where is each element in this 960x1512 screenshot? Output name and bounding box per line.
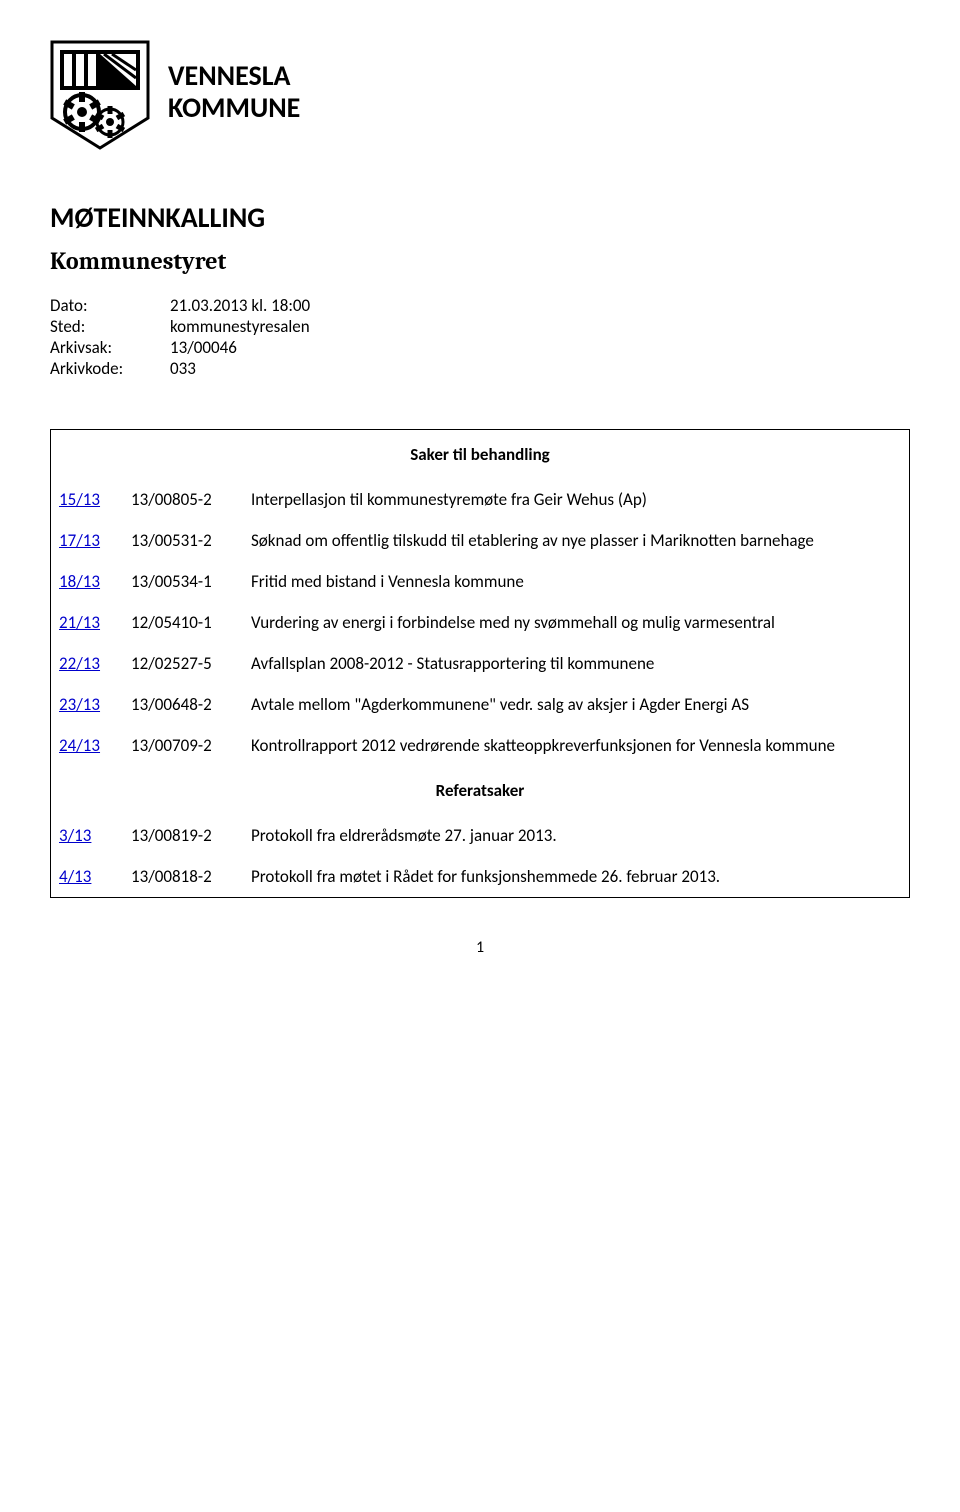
- meta-value-sted: kommunestyresalen: [170, 316, 310, 337]
- item-desc: Avfallsplan 2008-2012 - Statusrapporteri…: [243, 643, 909, 684]
- item-ref: 13/00534-1: [123, 561, 243, 602]
- meta-row: Sted: kommunestyresalen: [50, 316, 910, 337]
- table-row: 3/1313/00819-2Protokoll fra eldrerådsmøt…: [51, 815, 909, 856]
- meta-label-arkivsak: Arkivsak:: [50, 337, 170, 358]
- table-row: 24/1313/00709-2Kontrollrapport 2012 vedr…: [51, 725, 909, 766]
- items-table-main: 15/1313/00805-2Interpellasjon til kommun…: [51, 479, 909, 766]
- agenda-table: Saker til behandling 15/1313/00805-2Inte…: [50, 429, 910, 898]
- table-row: 23/1313/00648-2Avtale mellom "Agderkommu…: [51, 684, 909, 725]
- document-subtitle: Kommunestyret: [50, 247, 910, 275]
- item-desc: Interpellasjon til kommunestyremøte fra …: [243, 479, 909, 520]
- meta-row: Arkivsak: 13/00046: [50, 337, 910, 358]
- item-ref: 12/05410-1: [123, 602, 243, 643]
- meta-value-dato: 21.03.2013 kl. 18:00: [170, 295, 310, 316]
- meta-row: Arkivkode: 033: [50, 358, 910, 379]
- item-desc: Kontrollrapport 2012 vedrørende skatteop…: [243, 725, 909, 766]
- table-row: 15/1313/00805-2Interpellasjon til kommun…: [51, 479, 909, 520]
- item-id-link[interactable]: 22/13: [51, 643, 123, 684]
- item-id-link[interactable]: 23/13: [51, 684, 123, 725]
- item-desc: Søknad om offentlig tilskudd til etabler…: [243, 520, 909, 561]
- table-row: 21/1312/05410-1Vurdering av energi i for…: [51, 602, 909, 643]
- item-id-link[interactable]: 3/13: [51, 815, 123, 856]
- page-header: VENNESLA KOMMUNE: [50, 40, 910, 150]
- item-id-link[interactable]: 24/13: [51, 725, 123, 766]
- municipality-logo: [50, 40, 150, 150]
- meta-label-dato: Dato:: [50, 295, 170, 316]
- item-desc: Avtale mellom "Agderkommunene" vedr. sal…: [243, 684, 909, 725]
- page-number: 1: [50, 938, 910, 957]
- item-ref: 13/00805-2: [123, 479, 243, 520]
- item-id-link[interactable]: 18/13: [51, 561, 123, 602]
- item-desc: Protokoll fra eldrerådsmøte 27. januar 2…: [243, 815, 909, 856]
- meta-row: Dato: 21.03.2013 kl. 18:00: [50, 295, 910, 316]
- document-title: MØTEINNKALLING: [50, 200, 910, 235]
- meta-block: Dato: 21.03.2013 kl. 18:00 Sted: kommune…: [50, 295, 910, 379]
- item-desc: Vurdering av energi i forbindelse med ny…: [243, 602, 909, 643]
- meta-label-arkivkode: Arkivkode:: [50, 358, 170, 379]
- org-line2: KOMMUNE: [168, 92, 300, 124]
- organization-name: VENNESLA KOMMUNE: [168, 40, 300, 124]
- item-ref: 12/02527-5: [123, 643, 243, 684]
- table-row: 17/1313/00531-2Søknad om offentlig tilsk…: [51, 520, 909, 561]
- item-desc: Protokoll fra møtet i Rådet for funksjon…: [243, 856, 909, 897]
- item-ref: 13/00818-2: [123, 856, 243, 897]
- item-desc: Fritid med bistand i Vennesla kommune: [243, 561, 909, 602]
- section-header-ref: Referatsaker: [51, 766, 909, 815]
- item-id-link[interactable]: 4/13: [51, 856, 123, 897]
- item-ref: 13/00709-2: [123, 725, 243, 766]
- items-table-ref: 3/1313/00819-2Protokoll fra eldrerådsmøt…: [51, 815, 909, 897]
- meta-value-arkivkode: 033: [170, 358, 196, 379]
- item-id-link[interactable]: 17/13: [51, 520, 123, 561]
- table-row: 18/1313/00534-1Fritid med bistand i Venn…: [51, 561, 909, 602]
- meta-label-sted: Sted:: [50, 316, 170, 337]
- item-ref: 13/00648-2: [123, 684, 243, 725]
- table-row: 4/1313/00818-2Protokoll fra møtet i Råde…: [51, 856, 909, 897]
- item-ref: 13/00819-2: [123, 815, 243, 856]
- item-ref: 13/00531-2: [123, 520, 243, 561]
- item-id-link[interactable]: 15/13: [51, 479, 123, 520]
- section-header-main: Saker til behandling: [51, 430, 909, 479]
- org-line1: VENNESLA: [168, 60, 300, 92]
- table-row: 22/1312/02527-5Avfallsplan 2008-2012 - S…: [51, 643, 909, 684]
- item-id-link[interactable]: 21/13: [51, 602, 123, 643]
- meta-value-arkivsak: 13/00046: [170, 337, 237, 358]
